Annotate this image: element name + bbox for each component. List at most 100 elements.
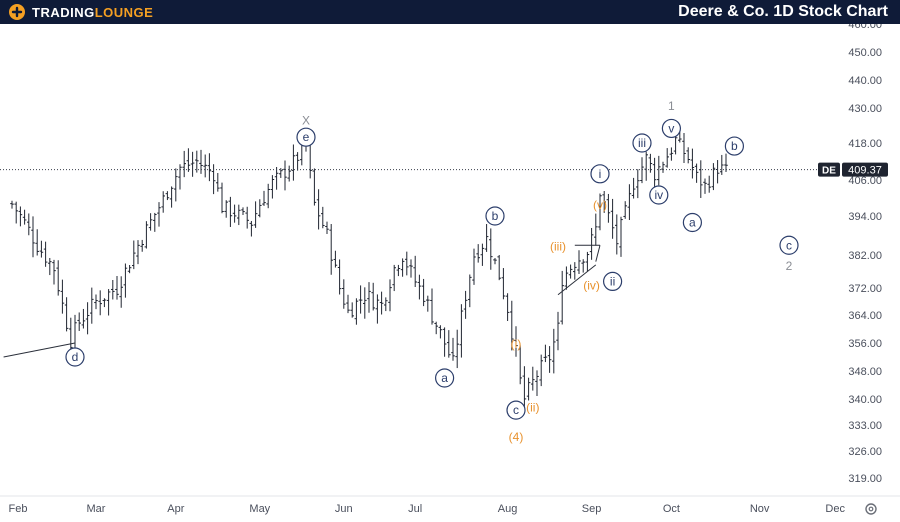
wave-text: (i) <box>511 337 522 351</box>
x-tick-label: Feb <box>9 503 28 515</box>
ohlc-bar <box>325 221 329 234</box>
ohlc-bar <box>379 291 384 315</box>
ohlc-bar <box>153 212 157 232</box>
wave-label-2: 2 <box>786 259 793 273</box>
ohlc-bar <box>610 198 615 239</box>
ohlc-bar <box>573 262 577 280</box>
ohlc-bar <box>224 200 228 218</box>
ohlc-bar <box>266 183 270 209</box>
ohlc-bar <box>195 150 199 173</box>
ohlc-bar <box>535 370 539 397</box>
ohlc-bar <box>279 168 283 178</box>
wave-text: d <box>72 350 79 364</box>
wave-text: (iii) <box>550 239 566 253</box>
wave-label-iii: (iii) <box>550 239 566 253</box>
wave-circle <box>779 235 799 255</box>
wave-circle <box>435 368 455 388</box>
ohlc-bar <box>463 290 468 319</box>
gear-icon[interactable] <box>864 502 878 516</box>
ohlc-bar <box>211 164 216 195</box>
ohlc-bar <box>497 255 501 281</box>
ohlc-bar <box>665 148 669 168</box>
x-tick-label: Aug <box>498 503 518 515</box>
ohlc-bar <box>518 345 522 385</box>
ohlc-bar <box>102 298 107 308</box>
ohlc-bar <box>22 209 27 225</box>
ohlc-bar <box>295 152 300 171</box>
ohlc-bar <box>287 165 291 182</box>
ohlc-bar <box>144 221 149 249</box>
ohlc-bar <box>140 239 144 252</box>
ohlc-bar <box>232 204 237 223</box>
ohlc-bar <box>568 264 573 279</box>
y-axis: 319.00 326.00 333.00 340.00 348.00 356.00 364.… <box>820 19 900 498</box>
ohlc-bar <box>531 366 535 391</box>
ohlc-bar <box>648 153 653 173</box>
wave-label-v: (v) <box>593 198 607 212</box>
wave-label-b: b <box>724 136 745 156</box>
ohlc-bar <box>547 346 552 373</box>
trendlines <box>3 244 601 358</box>
wave-text: a <box>441 371 448 385</box>
ohlc-bar <box>207 153 212 182</box>
ohlc-bar <box>430 288 434 325</box>
wave-label-c: c <box>779 235 799 255</box>
ohlc-bar <box>106 289 111 316</box>
ohlc-bar <box>564 266 569 290</box>
wave-label-i: i <box>590 164 610 184</box>
ohlc-bar <box>720 154 724 175</box>
wave-text: X <box>302 114 310 128</box>
ohlc-bar <box>640 157 644 184</box>
wave-circle <box>724 136 745 156</box>
ohlc-bar <box>18 206 23 227</box>
ohlc-bar <box>39 240 44 258</box>
ohlc-bar <box>56 260 60 296</box>
ohlc-bar <box>10 200 14 209</box>
ohlc-bar <box>274 167 279 190</box>
wave-label-e: e <box>296 127 316 147</box>
wave-circle <box>296 127 316 147</box>
ohlc-bar <box>115 275 119 300</box>
ohlc-bar <box>253 201 258 228</box>
wave-label-X: X <box>302 114 310 128</box>
y-tick-label: 418.00 <box>848 138 882 150</box>
ohlc-bar <box>161 191 165 213</box>
ohlc-bar <box>451 337 455 361</box>
wave-circle <box>590 164 610 184</box>
wave-circle <box>65 347 85 367</box>
ohlc-bar <box>510 300 514 351</box>
wave-circle <box>632 133 652 153</box>
ohlc-bar <box>14 201 18 224</box>
ohlc-bar <box>199 149 203 174</box>
ohlc-bar <box>237 204 241 226</box>
ohlc-bar <box>31 216 35 258</box>
logo-text-trading: TRADING <box>32 4 95 20</box>
wave-text: i <box>599 167 602 181</box>
ticker-label: DE <box>822 166 836 177</box>
ohlc-bar <box>35 229 39 256</box>
wave-text: b <box>731 139 738 153</box>
ohlc-bar <box>48 257 52 276</box>
ohlc-bar <box>421 278 426 307</box>
last-price-label: 409.37 <box>848 165 882 177</box>
ohlc-bar <box>165 191 170 201</box>
wave-text: (ii) <box>526 400 539 414</box>
ohlc-bar <box>627 184 632 221</box>
ohlc-bar <box>715 160 720 184</box>
ohlc-bar <box>594 213 598 246</box>
ohlc-bar <box>631 177 636 199</box>
wave-text: ii <box>610 274 615 288</box>
logo-text-lounge: LOUNGE <box>94 4 154 20</box>
ohlc-bar <box>661 161 665 173</box>
wave-label-1: 1 <box>668 99 675 113</box>
y-tick-label: 430.00 <box>848 103 882 115</box>
ohlc-bar <box>283 160 287 191</box>
ohlc-bar <box>459 304 464 358</box>
wave-label-iv: iv <box>649 185 669 205</box>
ohlc-bar <box>270 175 275 199</box>
y-tick-label: 450.00 <box>848 47 882 59</box>
ohlc-bar <box>346 294 350 314</box>
x-tick-label: Apr <box>167 503 184 515</box>
x-tick-label: Dec <box>825 503 845 515</box>
